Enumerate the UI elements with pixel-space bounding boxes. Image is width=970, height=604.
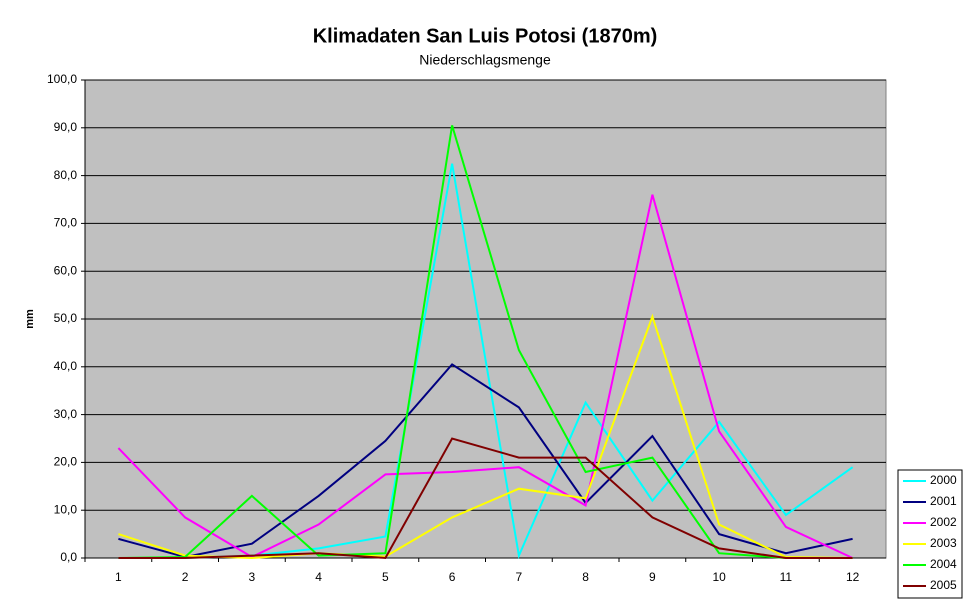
chart-title: Klimadaten San Luis Potosi (1870m) xyxy=(313,25,658,47)
x-tick-label: 6 xyxy=(449,570,456,584)
x-tick-label: 5 xyxy=(382,570,389,584)
x-tick-label: 4 xyxy=(315,570,322,584)
y-tick-label: 100,0 xyxy=(47,72,77,86)
series-line xyxy=(118,125,853,559)
legend-label: 2001 xyxy=(930,494,957,508)
series-line xyxy=(117,194,854,559)
y-tick-label: 20,0 xyxy=(54,455,78,469)
x-tick-label: 12 xyxy=(846,570,860,584)
y-tick-label: 60,0 xyxy=(54,263,78,277)
x-tick-label: 11 xyxy=(780,570,793,584)
y-tick-label: 80,0 xyxy=(54,168,78,182)
x-tick-label: 9 xyxy=(649,570,656,584)
x-tick-label: 8 xyxy=(582,570,589,584)
series-line xyxy=(118,363,853,559)
series-line xyxy=(118,437,853,560)
y-tick-label: 40,0 xyxy=(54,359,78,373)
y-tick-label: 90,0 xyxy=(54,120,78,134)
legend-label: 2003 xyxy=(930,536,957,550)
y-tick-label: 0,0 xyxy=(60,550,77,564)
x-tick-label: 3 xyxy=(249,570,256,584)
series-line xyxy=(118,313,853,560)
x-tick-label: 10 xyxy=(712,570,726,584)
legend-label: 2004 xyxy=(930,557,957,571)
x-tick-label: 2 xyxy=(182,570,189,584)
y-axis-label: mm xyxy=(24,309,36,329)
y-tick-label: 50,0 xyxy=(54,311,78,325)
legend-label: 2000 xyxy=(930,473,957,487)
x-tick-label: 7 xyxy=(516,570,523,584)
chart-subtitle: Niederschlagsmenge xyxy=(419,52,551,68)
x-tick-label: 1 xyxy=(115,570,122,584)
legend-label: 2002 xyxy=(930,515,957,529)
y-tick-label: 10,0 xyxy=(54,502,78,516)
legend-label: 2005 xyxy=(930,578,957,592)
legend-box xyxy=(897,469,963,599)
y-tick-label: 70,0 xyxy=(54,216,78,230)
y-tick-label: 30,0 xyxy=(54,407,78,421)
